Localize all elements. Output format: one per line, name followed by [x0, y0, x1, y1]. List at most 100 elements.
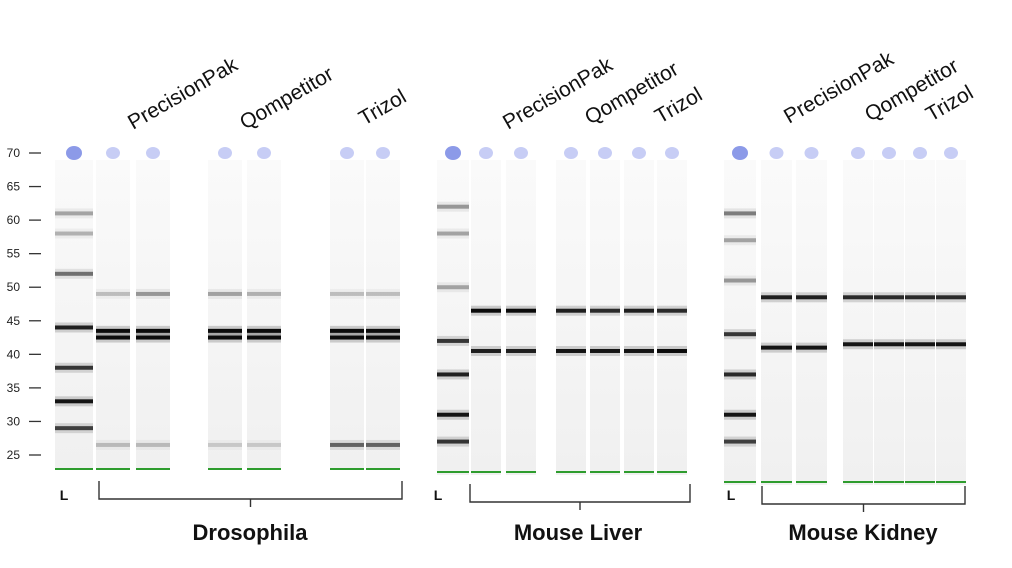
- band-halo: [724, 275, 756, 286]
- lane-background: [506, 160, 536, 475]
- band: [657, 308, 687, 313]
- axis-tick-label: 50: [7, 280, 21, 294]
- sample-lane: [936, 147, 966, 485]
- band: [724, 332, 756, 337]
- band-halo: [55, 228, 93, 239]
- loading-well: [479, 147, 493, 159]
- band: [437, 231, 469, 236]
- band: [330, 291, 364, 296]
- band: [724, 238, 756, 243]
- band: [247, 328, 281, 333]
- band: [208, 335, 242, 340]
- band: [761, 345, 792, 350]
- sample-lane: [247, 147, 281, 470]
- sample-lane: [761, 147, 792, 485]
- band: [874, 295, 904, 300]
- loading-well: [882, 147, 896, 159]
- ladder-label: L: [60, 487, 69, 503]
- axis-tick-label: 65: [7, 180, 21, 194]
- loading-well: [340, 147, 354, 159]
- band: [437, 204, 469, 209]
- band-halo: [136, 288, 170, 299]
- lane-background: [657, 160, 687, 475]
- lane-background: [136, 160, 170, 470]
- band: [136, 328, 170, 333]
- band-halo: [724, 235, 756, 246]
- loading-well: [66, 146, 82, 160]
- band: [936, 342, 966, 347]
- axis-tick-label: 30: [7, 414, 21, 428]
- band: [55, 426, 93, 431]
- ladder-label: L: [434, 487, 443, 503]
- band: [590, 308, 620, 313]
- lane-background: [624, 160, 654, 475]
- band: [55, 365, 93, 370]
- lane-background: [843, 160, 873, 485]
- axis-tick-label: 40: [7, 347, 21, 361]
- band: [471, 348, 501, 353]
- sample-lane: [590, 147, 620, 475]
- lane-background: [874, 160, 904, 485]
- lane-background: [247, 160, 281, 470]
- band: [247, 442, 281, 447]
- band-halo: [55, 208, 93, 219]
- band: [96, 328, 130, 333]
- band: [843, 295, 873, 300]
- band: [843, 342, 873, 347]
- band-halo: [247, 288, 281, 299]
- lane-background: [330, 160, 364, 470]
- lane-background: [556, 160, 586, 475]
- sample-lane: [96, 147, 130, 470]
- band: [55, 271, 93, 276]
- sample-lane: [874, 147, 904, 485]
- band: [657, 348, 687, 353]
- group-bracket: [98, 481, 403, 507]
- ladder-lane: [55, 146, 93, 470]
- axis-tick-label: 45: [7, 314, 21, 328]
- axis-tick-label: 35: [7, 381, 21, 395]
- band: [724, 372, 756, 377]
- sample-lane: [506, 147, 536, 475]
- loading-well: [944, 147, 958, 159]
- band: [624, 308, 654, 313]
- axis-tick-label: 25: [7, 448, 21, 462]
- lane-background: [796, 160, 827, 485]
- ladder-label: L: [727, 487, 736, 503]
- lane-background: [366, 160, 400, 470]
- band: [247, 291, 281, 296]
- band: [724, 211, 756, 216]
- sample-lane: [657, 147, 687, 475]
- band-halo: [437, 282, 469, 293]
- band: [437, 338, 469, 343]
- axis-tick-label: 55: [7, 247, 21, 261]
- band: [55, 231, 93, 236]
- loading-well: [146, 147, 160, 159]
- ladder-lane: [437, 146, 469, 475]
- band: [208, 328, 242, 333]
- band: [330, 335, 364, 340]
- column-header: PrecisionPak: [124, 53, 242, 134]
- group-label: Mouse Liver: [514, 520, 643, 545]
- band: [506, 348, 536, 353]
- band: [366, 328, 400, 333]
- lane-background: [96, 160, 130, 470]
- loading-well: [106, 147, 120, 159]
- group-bracket: [469, 484, 691, 510]
- band: [796, 345, 827, 350]
- band: [55, 211, 93, 216]
- band: [96, 335, 130, 340]
- sample-lane: [136, 147, 170, 470]
- sample-lane: [624, 147, 654, 475]
- band: [247, 335, 281, 340]
- lane-background: [936, 160, 966, 485]
- band: [55, 399, 93, 404]
- lane-background: [590, 160, 620, 475]
- band: [724, 412, 756, 417]
- ladder-lane: [724, 146, 756, 485]
- band: [590, 348, 620, 353]
- loading-well: [851, 147, 865, 159]
- lane-background: [761, 160, 792, 485]
